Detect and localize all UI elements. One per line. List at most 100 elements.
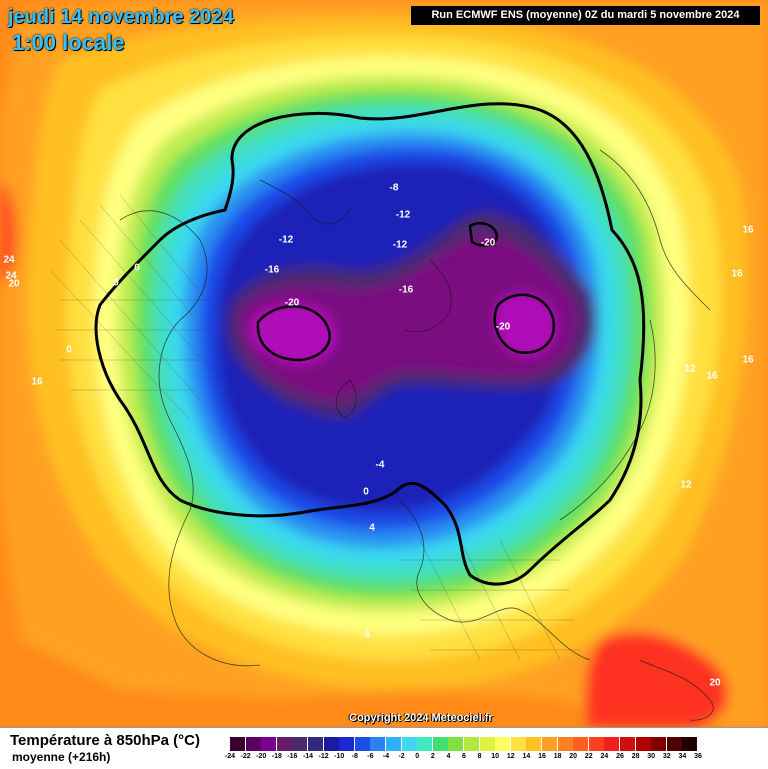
scale-tick-label: 28 [631,753,640,760]
scale-swatch [573,737,589,751]
scale-tick-label: -16 [287,753,298,760]
scale-tick-label: -10 [334,753,345,760]
scale-swatch [588,737,604,751]
scale-tick-label: 24 [600,753,609,760]
scale-swatch [401,737,417,751]
contour-label: 20 [8,278,20,290]
contour-label: -12 [392,239,408,251]
scale-tick-label: 20 [569,753,578,760]
scale-tick-label: 14 [522,753,531,760]
scale-swatch [620,737,635,751]
scale-swatch [417,737,433,751]
zero-isotherm [94,102,646,586]
contour-label: 16 [742,354,754,366]
scale-tick-label: 36 [694,753,702,760]
scale-tick-label: -24 [224,753,236,760]
scale-swatch [604,737,620,751]
temperature-map: jeudi 14 novembre 2024 1:00 locale Run E… [0,0,768,727]
scale-tick-label: 12 [506,753,515,760]
scale-tick-label: -14 [302,753,314,760]
scale-tick-label: -2 [398,753,405,760]
scale-tick-label: 26 [616,753,624,760]
scale-swatch [666,737,682,751]
contour-label: -4 [375,459,385,471]
scale-swatch [635,737,651,751]
scale-swatch [370,737,386,751]
contour-label: 16 [731,268,743,280]
scale-tick-label: 22 [584,753,593,760]
scale-swatch [323,737,339,751]
scale-swatch [276,737,292,751]
forecast-time: 1:00 locale [12,30,125,55]
scale-tick-label: 18 [553,753,562,760]
scale-tick-label: 2 [430,753,435,760]
scale-tick-label: -4 [382,753,390,760]
contour-label: 20 [709,677,721,689]
scale-swatch [542,737,557,751]
map-subtitle: moyenne (+216h) [12,750,111,764]
contour-label: 16 [31,376,43,388]
contour-label: 24 [3,254,15,266]
contour-label: 0 [363,486,369,498]
scale-swatch [510,737,526,751]
map-canvas [0,0,768,727]
scale-swatch [682,737,698,751]
scale-swatch [308,737,323,751]
scale-tick-label: -18 [271,753,282,760]
contour-label: 12 [684,363,696,375]
minus-twenty-isotherms [256,222,556,362]
scale-tick-label: -22 [240,753,251,760]
scale-swatch [230,737,245,751]
scale-tick-label: 8 [477,753,482,760]
contour-label: -20 [284,297,300,309]
contour-label: -12 [278,234,294,246]
contour-label: -12 [395,209,411,221]
scale-swatch [339,737,355,751]
contour-label: -16 [264,264,280,276]
color-scale: -24 -22 -20 -18 -16 -14 -12 -10 -8 -6 -4 -2 0 2 4 6 8 10 1… [225,737,702,767]
scale-swatch [292,737,308,751]
scale-tick-label: 10 [491,753,500,760]
country-borders [49,194,580,661]
contour-label: 16 [706,370,718,382]
contour-label: 12 [680,479,692,491]
contour-label: -8 [389,182,399,194]
scale-swatch [354,737,370,751]
scale-tick-label: -6 [367,753,374,760]
model-run-banner: Run ECMWF ENS (moyenne) 0Z du mardi 5 no… [411,6,760,25]
contour-label: 24 [5,270,17,282]
scale-tick-label: 6 [462,753,466,760]
scale-swatch [464,737,479,751]
scale-swatch [557,737,573,751]
contour-label: 0 [134,262,140,274]
scale-swatch [432,737,448,751]
contour-label: -16 [398,284,414,296]
scale-swatch [448,737,464,751]
scale-tick-label: -12 [318,753,329,760]
contour-label: -20 [495,321,511,333]
scale-tick-label: -8 [351,753,358,760]
scale-tick-label: 30 [647,753,656,760]
contour-label: 16 [742,224,754,236]
contour-label: 0 [113,277,119,289]
legend-footer: Température à 850hPa (°C) moyenne (+216h… [0,727,768,769]
scale-tick-label: 16 [538,753,546,760]
scale-swatch [526,737,542,751]
scale-tick-label: 4 [446,753,451,760]
scale-swatch [261,737,277,751]
scale-swatch [386,737,401,751]
scale-swatch [245,737,261,751]
contour-label: -20 [480,237,496,249]
contour-label: 4 [369,522,375,534]
contour-label: 0 [66,344,72,356]
coastlines [119,149,714,721]
scale-tick-label: -20 [256,753,267,760]
copyright-notice: Copyright 2024 Meteociel.fr [349,712,493,724]
scale-swatch [495,737,511,751]
forecast-date: jeudi 14 novembre 2024 [8,6,234,28]
map-title: Température à 850hPa (°C) [10,732,200,749]
scale-swatch [651,737,667,751]
scale-swatch [479,737,495,751]
scale-tick-label: 0 [415,753,420,760]
scale-tick-label: 32 [662,753,671,760]
